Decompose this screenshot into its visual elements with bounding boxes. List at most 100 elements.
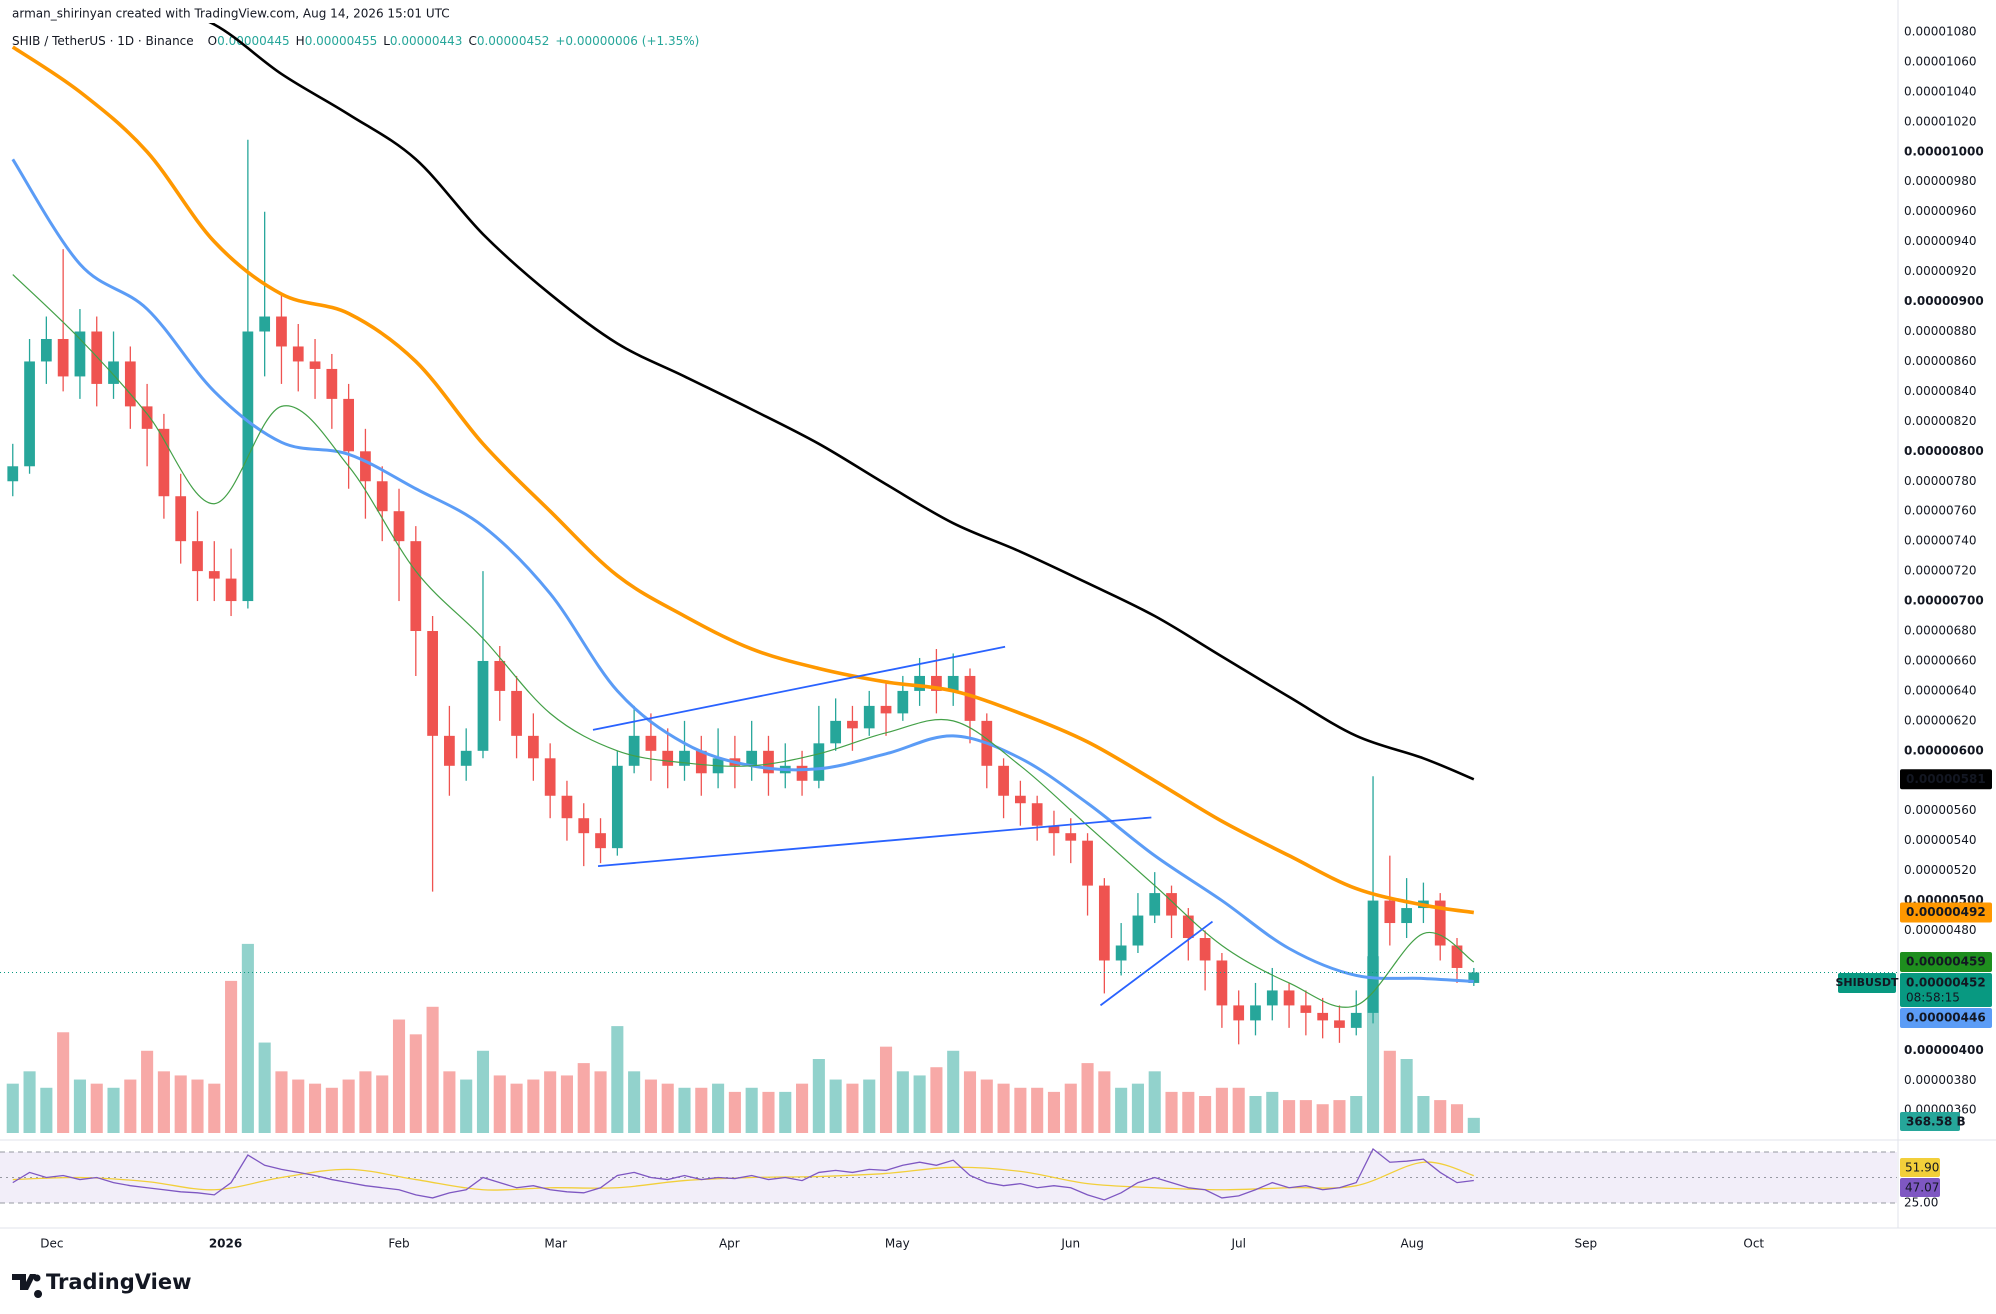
volume-bar bbox=[1215, 1087, 1228, 1133]
candle-body bbox=[360, 451, 371, 482]
volume-bar bbox=[1064, 1083, 1077, 1133]
candle-body bbox=[880, 705, 892, 714]
candle-body bbox=[578, 818, 590, 834]
volume-bar bbox=[157, 1071, 170, 1133]
volume-bar bbox=[409, 1034, 422, 1133]
legend-key: O bbox=[208, 34, 217, 48]
volume-bar bbox=[510, 1083, 523, 1133]
header: arman_shirinyan created with TradingView… bbox=[12, 7, 450, 21]
moving-average bbox=[11, 158, 1474, 983]
volume-bar bbox=[325, 1087, 338, 1133]
x-tick-label: Aug bbox=[1400, 1237, 1423, 1251]
x-tick-label: Mar bbox=[544, 1237, 567, 1251]
candle-body bbox=[175, 496, 187, 542]
x-tick-label: Jun bbox=[1060, 1237, 1080, 1251]
candle-body bbox=[1132, 915, 1144, 946]
candle-body bbox=[914, 675, 925, 691]
trend-line bbox=[597, 816, 1152, 868]
volume-bar bbox=[208, 1083, 221, 1133]
candle-body bbox=[628, 735, 640, 766]
candle-body bbox=[1350, 1012, 1362, 1028]
candle-body bbox=[1434, 900, 1446, 946]
rsi-ma-tag-label: 51.90 bbox=[1905, 1161, 1939, 1175]
volume-bar bbox=[241, 943, 254, 1133]
candle-body bbox=[40, 338, 52, 362]
candle-body bbox=[276, 316, 287, 347]
volume-bar bbox=[1266, 1091, 1279, 1133]
legend-symbol: SHIB / TetherUS · 1D · Binance bbox=[12, 34, 194, 48]
volume-bar bbox=[107, 1087, 120, 1133]
x-tick-label: Sep bbox=[1575, 1237, 1598, 1251]
candle-body bbox=[427, 631, 438, 736]
candle-body bbox=[309, 361, 321, 369]
candle-body bbox=[947, 675, 959, 691]
legend-value: 0.00000443 bbox=[390, 34, 463, 48]
candle-body bbox=[763, 750, 774, 774]
candle-body bbox=[494, 660, 506, 691]
y-tick-label: 0.00000760 bbox=[1904, 504, 1977, 518]
price-tag bbox=[1900, 972, 1992, 1007]
candle-body bbox=[662, 750, 674, 766]
volume-bar bbox=[1299, 1100, 1312, 1133]
candle-body bbox=[24, 361, 35, 467]
x-tick-label: Feb bbox=[388, 1237, 409, 1251]
volume-bar bbox=[1232, 1087, 1245, 1133]
volume-bar bbox=[947, 1050, 960, 1133]
y-tick-label: 0.00000400 bbox=[1904, 1043, 1984, 1057]
volume-bar bbox=[661, 1083, 674, 1133]
volume-bar bbox=[376, 1075, 389, 1133]
candle-body bbox=[192, 541, 203, 572]
volume-bar bbox=[644, 1079, 657, 1133]
legend-key: L bbox=[383, 34, 390, 48]
x-tick-label: Oct bbox=[1743, 1237, 1764, 1251]
price-tag bbox=[1900, 1007, 1992, 1028]
candle-body bbox=[1048, 825, 1060, 834]
volume-bar bbox=[359, 1071, 372, 1133]
candle-body bbox=[1233, 1005, 1245, 1021]
candle-body bbox=[964, 675, 976, 721]
candle-body bbox=[1401, 908, 1413, 924]
volume-bar bbox=[1383, 1050, 1396, 1133]
candle-body bbox=[1384, 900, 1396, 924]
candle-body bbox=[326, 368, 338, 399]
y-tick-label: 0.00000920 bbox=[1904, 264, 1977, 278]
volume-bar bbox=[1014, 1087, 1027, 1133]
moving-average bbox=[208, 23, 1475, 781]
candle-body bbox=[1065, 833, 1077, 841]
candle-body bbox=[679, 750, 690, 766]
candle-body bbox=[124, 361, 136, 407]
candle-body bbox=[208, 571, 220, 579]
price-tag bbox=[1900, 902, 1992, 923]
volume-tag-label: 368.58 B bbox=[1906, 1115, 1966, 1129]
candle-body bbox=[511, 690, 522, 736]
y-tick-label: 0.00000880 bbox=[1904, 324, 1977, 338]
volume-bar bbox=[544, 1071, 557, 1133]
candle-body bbox=[74, 331, 86, 377]
volume-bar bbox=[527, 1079, 540, 1133]
price-tag-label: 0.00000459 bbox=[1906, 954, 1986, 968]
moving-average bbox=[11, 45, 1475, 915]
volume-bar bbox=[863, 1079, 876, 1133]
candle-body bbox=[1451, 945, 1463, 968]
y-tick-label: 0.00000380 bbox=[1904, 1073, 1977, 1087]
x-tick-label: Dec bbox=[40, 1237, 63, 1251]
volume-bar bbox=[1467, 1117, 1480, 1133]
volume-bar bbox=[1115, 1087, 1128, 1133]
candle-body bbox=[595, 833, 606, 849]
volume-bar bbox=[191, 1079, 204, 1133]
candle-body bbox=[393, 511, 405, 542]
volume-bar bbox=[560, 1075, 573, 1133]
volume-bar bbox=[1333, 1100, 1346, 1133]
volume-bar bbox=[762, 1091, 775, 1133]
volume-bar bbox=[913, 1075, 926, 1133]
volume-bar bbox=[1165, 1091, 1178, 1133]
x-tick-label: Apr bbox=[719, 1237, 740, 1251]
volume-bar bbox=[577, 1063, 590, 1133]
candle-body bbox=[1031, 803, 1043, 826]
volume-bar bbox=[812, 1059, 825, 1133]
candle-body bbox=[7, 466, 19, 482]
candle-body bbox=[830, 720, 842, 744]
candle-body bbox=[796, 765, 808, 781]
logo: TradingView bbox=[12, 1270, 191, 1298]
volume-bar bbox=[930, 1067, 943, 1133]
